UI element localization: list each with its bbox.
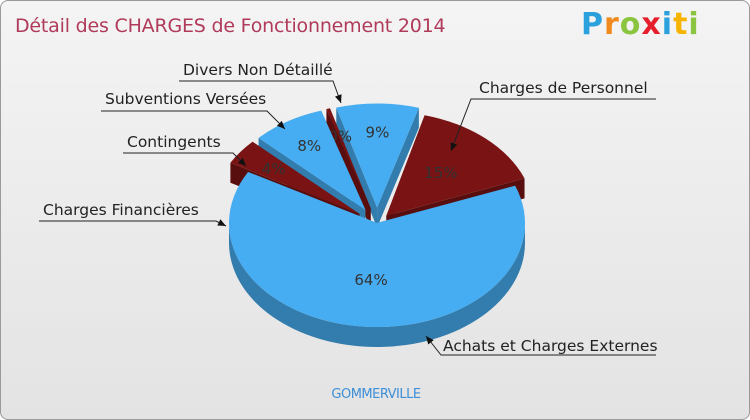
callout-1: Achats et Charges Externes [425, 335, 658, 356]
pie-slice-percent-label: 4% [262, 160, 286, 178]
callout-line [425, 335, 656, 356]
pie-slice-percent-label: 64% [354, 271, 387, 289]
slice-category-label: Contingents [127, 133, 221, 151]
pie-slice-percent-label: 8% [297, 137, 321, 155]
callout-4: Subventions Versées [101, 90, 286, 130]
callout-arrow-icon [217, 219, 226, 226]
slice-category-label: Subventions Versées [105, 90, 266, 108]
callout-line [101, 110, 286, 130]
callout-arrow-icon [426, 336, 434, 345]
slice-category-label: Charges de Personnel [479, 79, 648, 97]
callout-2: Charges Financières [39, 201, 227, 227]
pie-slice-5[interactable]: 9% [336, 103, 419, 228]
callout-arrow-icon [450, 142, 458, 151]
callout-arrow-icon [334, 94, 342, 103]
callout-0: Charges de Personnel [450, 79, 656, 152]
callout-3: Contingents [123, 133, 247, 167]
slice-category-label: Achats et Charges Externes [443, 337, 658, 355]
pie-slice-percent-label: 9% [366, 124, 390, 142]
pie-slice-1[interactable]: 64% [229, 171, 525, 347]
chart-title: Détail des CHARGES de Fonctionnement 201… [15, 15, 446, 37]
callout-5: Divers Non Détaillé [179, 61, 342, 104]
callout-arrow-icon [276, 120, 285, 129]
commune-label: GOMMERVILLE [331, 387, 421, 402]
pie-slice-percent-label: 15% [424, 164, 457, 182]
callout-arrow-icon [237, 157, 246, 166]
slice-category-label: Charges Financières [43, 201, 199, 219]
callout-line [123, 152, 247, 167]
callout-line [39, 220, 227, 227]
callout-line [450, 98, 656, 152]
proxiti-logo[interactable]: Proxiti [581, 7, 700, 42]
slice-category-label: Divers Non Détaillé [183, 61, 333, 79]
